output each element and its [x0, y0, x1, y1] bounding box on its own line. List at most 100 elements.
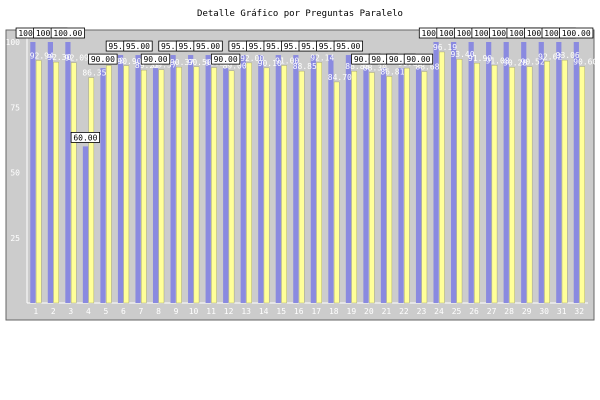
x-tick-label: 5 — [103, 307, 108, 316]
value-label-box — [123, 40, 153, 52]
y-tick-label: 25 — [10, 234, 20, 243]
bar-yellow — [298, 70, 305, 304]
value-label-blue: 100.00 — [439, 29, 468, 38]
bar-yellow — [123, 65, 130, 304]
value-label-blue: 95.00 — [108, 42, 132, 51]
value-label-yellow: 89.37 — [152, 61, 176, 70]
bar-blue — [100, 68, 106, 303]
bar-yellow — [421, 71, 428, 304]
bar-blue — [223, 68, 229, 303]
value-label-box — [333, 40, 363, 52]
y-tick-label: 75 — [10, 103, 20, 112]
value-label-blue: 90.00 — [406, 55, 430, 64]
value-label-yellow: 92.30 — [47, 53, 71, 62]
x-tick-label: 11 — [206, 307, 216, 316]
x-tick-label: 2 — [51, 307, 56, 316]
value-label-blue: 100.00 — [18, 29, 47, 38]
value-label-blue: 100.00 — [474, 29, 503, 38]
x-tick-label: 4 — [86, 307, 91, 316]
bar-blue — [328, 55, 334, 303]
x-tick-label: 17 — [311, 307, 321, 316]
bar-blue — [468, 42, 474, 303]
x-tick-label: 21 — [382, 307, 392, 316]
value-label-box — [50, 27, 85, 39]
value-label-box — [70, 131, 101, 143]
bar-blue — [65, 42, 71, 303]
value-label-box — [193, 40, 223, 52]
value-label-blue: 100.00 — [527, 29, 556, 38]
bar-yellow — [386, 76, 393, 304]
bar-blue — [293, 55, 299, 303]
bar-yellow — [211, 67, 217, 304]
chart-title: Detalle Gráfico por Preguntas Paralelo — [197, 9, 403, 19]
bar-blue — [117, 55, 124, 303]
value-label-yellow: 92.09 — [65, 54, 89, 63]
value-label-yellow: 90.90 — [117, 57, 141, 66]
bar-yellow — [281, 65, 287, 304]
value-label-yellow: 88.85 — [293, 62, 317, 71]
value-label-blue: 95.00 — [266, 42, 290, 51]
bar-blue — [398, 68, 404, 303]
bar-blue — [521, 42, 527, 303]
value-label-yellow: 90.37 — [170, 58, 194, 67]
value-label-yellow: 90.60 — [573, 58, 597, 67]
bar-blue — [573, 42, 579, 303]
value-label-yellow: 90.10 — [258, 59, 282, 68]
bar-blue — [258, 55, 264, 303]
bar-yellow — [439, 51, 445, 304]
bar-yellow — [176, 66, 182, 304]
value-label-yellow: 86.35 — [82, 69, 106, 78]
bar-blue — [486, 42, 492, 303]
bar-yellow — [141, 69, 147, 304]
value-label-yellow: 92.94 — [30, 51, 54, 60]
value-label-blue: 90.00 — [214, 55, 238, 64]
value-label-yellow: 90.52 — [521, 58, 545, 67]
value-label-blue: 100.00 — [544, 29, 573, 38]
bar-blue — [415, 68, 422, 303]
x-tick-label: 15 — [276, 307, 286, 316]
bar-yellow — [351, 70, 358, 304]
value-label-blue: 95.00 — [319, 42, 343, 51]
value-label-blue: 90.00 — [354, 55, 378, 64]
value-label-yellow: 91.08 — [486, 56, 510, 65]
bar-blue — [170, 55, 176, 303]
bar-blue — [47, 42, 53, 303]
x-tick-label: 3 — [68, 307, 73, 316]
x-tick-label: 7 — [139, 307, 144, 316]
value-label-blue: 95.00 — [196, 42, 220, 51]
bar-blue — [240, 55, 246, 303]
y-tick-label: 100 — [6, 38, 21, 47]
x-tick-label: 24 — [434, 307, 444, 316]
bar-blue — [345, 55, 352, 303]
x-tick-label: 12 — [224, 307, 234, 316]
value-label-box — [559, 27, 594, 39]
value-label-blue: 90.00 — [389, 55, 413, 64]
bar-blue — [503, 42, 509, 303]
x-tick-label: 31 — [557, 307, 567, 316]
value-label-blue: 100.00 — [36, 29, 65, 38]
x-tick-label: 14 — [259, 307, 269, 316]
bar-blue — [152, 68, 159, 303]
bar-yellow — [368, 72, 375, 304]
bar-blue — [556, 42, 562, 303]
x-tick-label: 13 — [241, 307, 251, 316]
bar-yellow — [509, 67, 515, 304]
bar-blue — [451, 42, 457, 303]
x-tick-label: 22 — [399, 307, 409, 316]
value-label-blue: 100.00 — [509, 29, 538, 38]
bar-yellow — [263, 67, 270, 304]
bar-blue — [82, 146, 89, 303]
bar-yellow — [70, 62, 77, 304]
value-label-blue: 95.00 — [301, 42, 325, 51]
bar-blue — [188, 55, 194, 303]
value-label-yellow: 93.06 — [556, 51, 580, 60]
value-label-yellow: 91.90 — [468, 54, 492, 63]
bar-blue — [310, 55, 316, 303]
x-tick-label: 27 — [487, 307, 497, 316]
x-tick-label: 28 — [504, 307, 514, 316]
bar-yellow — [333, 81, 340, 304]
x-tick-label: 20 — [364, 307, 374, 316]
bar-blue — [275, 55, 281, 303]
x-tick-label: 8 — [156, 307, 161, 316]
